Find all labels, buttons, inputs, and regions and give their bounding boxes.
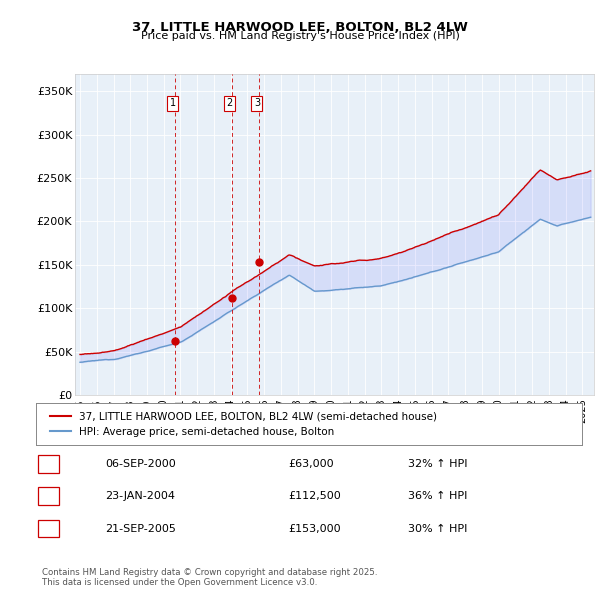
Legend: 37, LITTLE HARWOOD LEE, BOLTON, BL2 4LW (semi-detached house), HPI: Average pric: 37, LITTLE HARWOOD LEE, BOLTON, BL2 4LW … xyxy=(47,408,440,440)
Text: 2: 2 xyxy=(226,98,232,108)
Text: 37, LITTLE HARWOOD LEE, BOLTON, BL2 4LW: 37, LITTLE HARWOOD LEE, BOLTON, BL2 4LW xyxy=(132,21,468,34)
Text: Price paid vs. HM Land Registry's House Price Index (HPI): Price paid vs. HM Land Registry's House … xyxy=(140,31,460,41)
Text: 06-SEP-2000: 06-SEP-2000 xyxy=(105,459,176,468)
Text: Contains HM Land Registry data © Crown copyright and database right 2025.
This d: Contains HM Land Registry data © Crown c… xyxy=(42,568,377,587)
Text: 23-JAN-2004: 23-JAN-2004 xyxy=(105,491,175,501)
Text: 3: 3 xyxy=(254,98,260,108)
Text: 21-SEP-2005: 21-SEP-2005 xyxy=(105,524,176,533)
Text: 3: 3 xyxy=(45,524,52,533)
Text: £63,000: £63,000 xyxy=(288,459,334,468)
Text: 36% ↑ HPI: 36% ↑ HPI xyxy=(408,491,467,501)
Text: £112,500: £112,500 xyxy=(288,491,341,501)
Text: 2: 2 xyxy=(45,491,52,501)
Text: 1: 1 xyxy=(170,98,176,108)
Text: 30% ↑ HPI: 30% ↑ HPI xyxy=(408,524,467,533)
Text: £153,000: £153,000 xyxy=(288,524,341,533)
Text: 1: 1 xyxy=(45,459,52,468)
Text: 32% ↑ HPI: 32% ↑ HPI xyxy=(408,459,467,468)
